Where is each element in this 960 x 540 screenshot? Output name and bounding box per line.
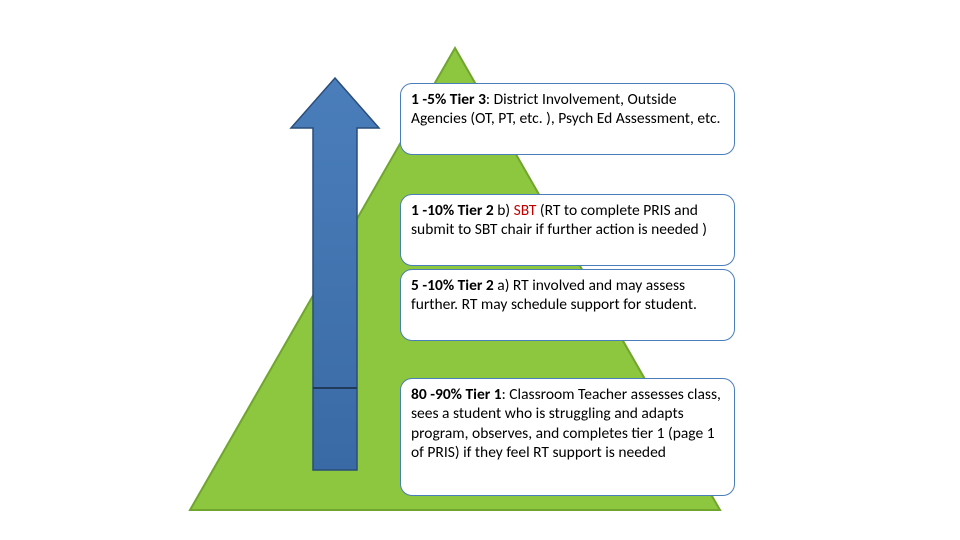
callout-tier-3: 1 -5% Tier 3: District Involvement, Outs… (400, 83, 735, 155)
tier1-bold: 80 -90% Tier 1 (411, 385, 502, 404)
callout-tier-2b: 1 -10% Tier 2 b) SBT (RT to complete PRI… (400, 194, 735, 266)
tier2b-sbt: SBT (514, 201, 537, 220)
tier3-bold: 1 -5% Tier 3 (411, 90, 486, 109)
stage: 1 -5% Tier 3: District Involvement, Outs… (0, 0, 960, 540)
tier2b-mid: b) (494, 201, 514, 220)
tier2b-bold: 1 -10% Tier 2 (411, 201, 494, 220)
callout-tier-2a: 5 -10% Tier 2 a) RT involved and may ass… (400, 269, 735, 341)
tier2a-bold: 5 -10% Tier 2 (411, 276, 494, 295)
callout-tier-1: 80 -90% Tier 1: Classroom Teacher assess… (400, 378, 735, 496)
